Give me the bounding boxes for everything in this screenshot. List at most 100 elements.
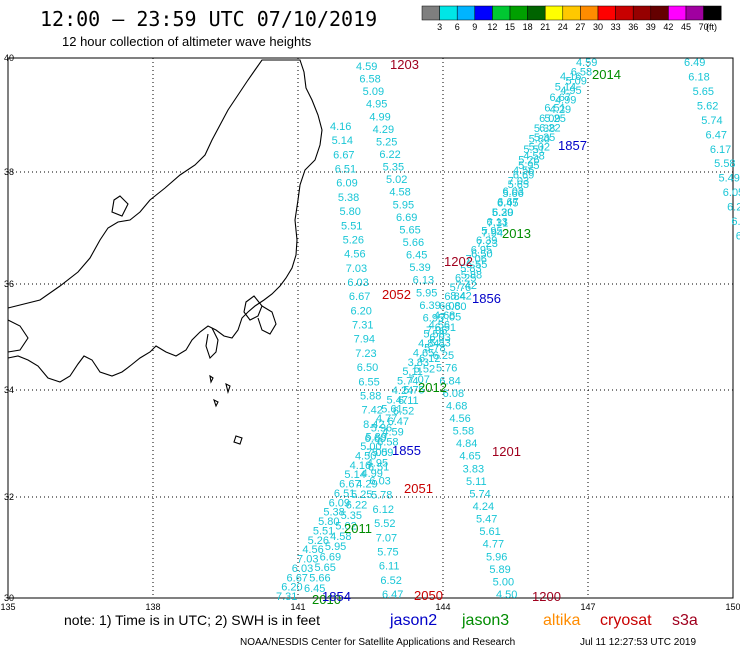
swh-value: 5.38 (534, 123, 555, 135)
swh-value: 6.39 (419, 300, 440, 312)
swh-value: 6.45 (497, 198, 518, 210)
swh-value: 5.02 (335, 520, 356, 532)
pass-time-1203: 1203 (390, 57, 419, 72)
swh-value: 6.09 (336, 178, 357, 190)
swh-value: 5.61 (479, 526, 500, 538)
swh-value: 3.83 (463, 463, 484, 475)
swh-value: 6.60 (365, 433, 386, 445)
lon-label-141: 141 (290, 602, 305, 612)
scale-swatch-16 (703, 5, 722, 21)
swh-value: 6.55 (466, 259, 487, 271)
swh-value: 6.11 (379, 561, 400, 573)
swh-value: 7.03 (346, 263, 367, 275)
swh-value: 6.25 (433, 350, 454, 362)
swh-value: 4.29 (356, 479, 377, 491)
satellite-legend: jason2 jason3 altika cryosat s3a (389, 612, 698, 629)
swh-value: 6.67 (287, 572, 308, 584)
swh-value: 4.56 (429, 319, 450, 331)
swh-value: 5.83 (429, 338, 450, 350)
swh-value: 4.58 (389, 187, 410, 199)
swh-value: 5.35 (383, 162, 404, 174)
swh-value: 5.95 (416, 287, 437, 299)
scale-swatch-4 (492, 5, 511, 21)
swh-value: 7.31 (276, 591, 297, 603)
swh-value: 7.06 (426, 325, 447, 337)
pass-time-labels: 1203 2014 1857 2013 1202 2052 1856 2012 1855 1201… (312, 57, 621, 607)
swh-value: 5.96 (371, 422, 392, 434)
swh-value: 5.14 (555, 81, 576, 93)
swh-value: 5.25 (376, 136, 397, 148)
swh-track-c: 6.49 6.18 5.65 5.62 5.74 6.47 6.17 5.58 5.49 6.05… (684, 57, 740, 243)
swh-value: 6.51 (435, 322, 456, 334)
color-scale-labels: 3 6 9 12 15 18 21 24 27 30 33 36 39 42 45 70 (437, 22, 709, 32)
lat-label-32: 32 (4, 492, 14, 502)
swh-value: 6.13 (487, 216, 508, 228)
swh-value: 5.65 (314, 562, 335, 574)
swh-value: 6.47 (382, 589, 403, 601)
swh-value: 6.03 (292, 563, 313, 575)
swh-value: 6.03 (429, 332, 450, 344)
pass-time-1856: 1856 (472, 291, 501, 306)
swh-value: 4.59 (382, 426, 403, 438)
swh-value: 5.74 (469, 488, 490, 500)
swh-value: 6.51 (335, 164, 356, 176)
swh-value: 6.22 (379, 149, 400, 161)
swh-value: 4.24 (473, 501, 494, 513)
swh-value: 5.51 (341, 220, 362, 232)
swh-value: 6.20 (281, 582, 302, 594)
islet-4 (209, 374, 214, 384)
swh-value: 7.94 (482, 228, 503, 240)
swh-value: 6.51 (544, 102, 565, 114)
swh-value: 6.67 (339, 479, 360, 491)
pass-time-2013: 2013 (502, 226, 531, 241)
izu-peninsula-outline (205, 327, 219, 360)
swh-value: 5.52 (374, 518, 395, 530)
swh-value: 5.58 (453, 426, 474, 438)
swh-value: 5.25 (544, 113, 565, 125)
scale-label-15: 15 (505, 22, 515, 32)
lat-label-30: 30 (4, 593, 14, 603)
swh-value: 5.26 (343, 234, 364, 246)
swh-value: 4.77 (483, 539, 504, 551)
swh-value: 8.42 (450, 290, 471, 302)
swh-value: 5.38 (323, 507, 344, 519)
swh-value: 5.09 (363, 86, 384, 98)
swh-value: 5.62 (697, 100, 718, 112)
swh-value: 6.25 (455, 272, 476, 284)
swh-value: 8.42 (363, 419, 384, 431)
swh-value: 6.12 (419, 353, 440, 365)
swh-value: 4.56 (302, 544, 323, 556)
swh-value: 5.35 (534, 132, 555, 144)
swh-value: 5.00 (493, 576, 514, 588)
scale-label-70: 70 (699, 22, 709, 32)
swh-value: 5.88 (360, 390, 381, 402)
swh-value: 5.02 (529, 141, 550, 153)
scale-swatch-10 (597, 5, 616, 21)
pass-time-2010: 2010 (312, 592, 341, 607)
swh-value: 4.59 (356, 61, 377, 73)
swh-value: 5.25 (351, 489, 372, 501)
swh-value: 5.66 (309, 573, 330, 585)
swh-value: 5.65 (508, 179, 529, 191)
swh-value: 4.50 (496, 589, 517, 601)
bay-north-outline (111, 195, 129, 217)
legend-jason3: jason3 (461, 612, 509, 629)
scale-label-27: 27 (575, 22, 585, 32)
swh-value: 6.55 (358, 376, 379, 388)
swh-value: 6.18 (688, 71, 709, 83)
pass-time-1202: 1202 (444, 254, 473, 269)
swh-value: 7.31 (487, 217, 508, 229)
swh-track-d: 4.596.585.094.954.994.295.256.225.355.02… (276, 57, 597, 603)
swh-value: 6.50 (471, 249, 492, 261)
swh-value: 6.03 (369, 476, 390, 488)
swh-value: 6.39 (476, 235, 497, 247)
swh-value: 6.84 (439, 375, 460, 387)
lat-label-36: 36 (4, 279, 14, 289)
swh-value: 6.20 (492, 207, 513, 219)
scale-label-36: 36 (628, 22, 638, 32)
swh-value: 5.78 (371, 490, 392, 502)
swh-value: 7.07 (376, 532, 397, 544)
swh-value: 5.65 (693, 86, 714, 98)
swh-value: 7.31 (352, 320, 373, 332)
